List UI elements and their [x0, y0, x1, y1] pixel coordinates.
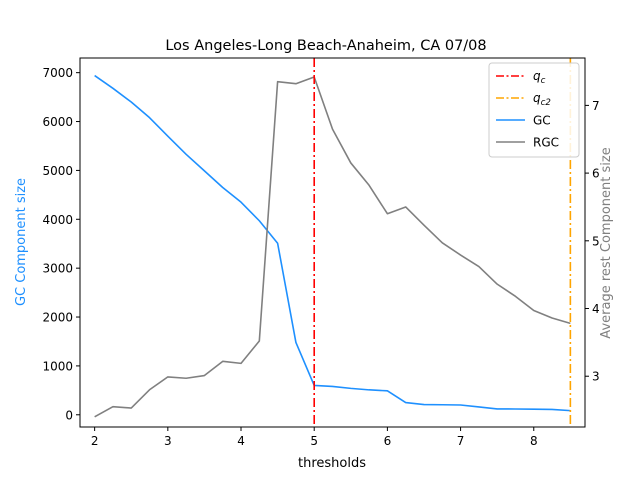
legend-label-rgc: RGC — [533, 136, 559, 150]
legend-label-gc: GC — [533, 114, 551, 128]
x-tick-label: 3 — [164, 434, 172, 448]
y-right-tick-label: 7 — [592, 99, 600, 113]
y-left-tick-label: 2000 — [42, 311, 73, 325]
legend-label-q-c2: qc2 — [533, 91, 551, 108]
x-axis: 2 3 4 5 6 7 8 — [91, 427, 538, 448]
series-line-rgc — [94, 76, 571, 418]
chart-title: Los Angeles-Long Beach-Anaheim, CA 07/08 — [165, 38, 486, 54]
y-right-tick-label: 6 — [592, 167, 600, 181]
y-left-tick-label: 1000 — [42, 359, 73, 373]
legend-label-q-c-sub: c — [541, 76, 546, 86]
x-tick-label: 2 — [91, 434, 99, 448]
legend-label-q-c2-sub: c2 — [541, 98, 551, 108]
x-tick-label: 6 — [384, 434, 392, 448]
y-axis-right: 3 4 5 6 7 — [585, 99, 600, 384]
y-right-tick-label: 3 — [592, 370, 600, 384]
plot-lines — [94, 58, 572, 427]
x-tick-label: 4 — [237, 434, 245, 448]
x-tick-label: 8 — [530, 434, 538, 448]
y-right-tick-label: 5 — [592, 234, 600, 248]
y-left-tick-label: 7000 — [42, 66, 73, 80]
y-left-tick-label: 5000 — [42, 164, 73, 178]
y-left-tick-label: 3000 — [42, 262, 73, 276]
legend-box — [488, 62, 580, 158]
y-left-tick-label: 0 — [65, 408, 73, 422]
y-axis-right-label: Average rest Component size — [599, 147, 614, 338]
y-axis-left-label: GC Component size — [14, 178, 29, 306]
y-right-tick-label: 4 — [592, 302, 600, 316]
x-axis-label: thresholds — [298, 456, 366, 471]
plot-frame — [79, 57, 586, 428]
x-tick-label: 5 — [310, 434, 318, 448]
y-left-tick-label: 6000 — [42, 115, 73, 129]
x-tick-label: 7 — [457, 434, 465, 448]
legend-label-q-c2-base: q — [533, 91, 541, 105]
series-line-gc — [94, 74, 571, 412]
legend-label-q-c-base: q — [533, 69, 541, 83]
y-left-tick-label: 4000 — [42, 213, 73, 227]
y-axis-left: 0 1000 2000 3000 4000 5000 6000 7000 — [42, 66, 80, 422]
legend-label-q-c: qc — [533, 69, 546, 86]
